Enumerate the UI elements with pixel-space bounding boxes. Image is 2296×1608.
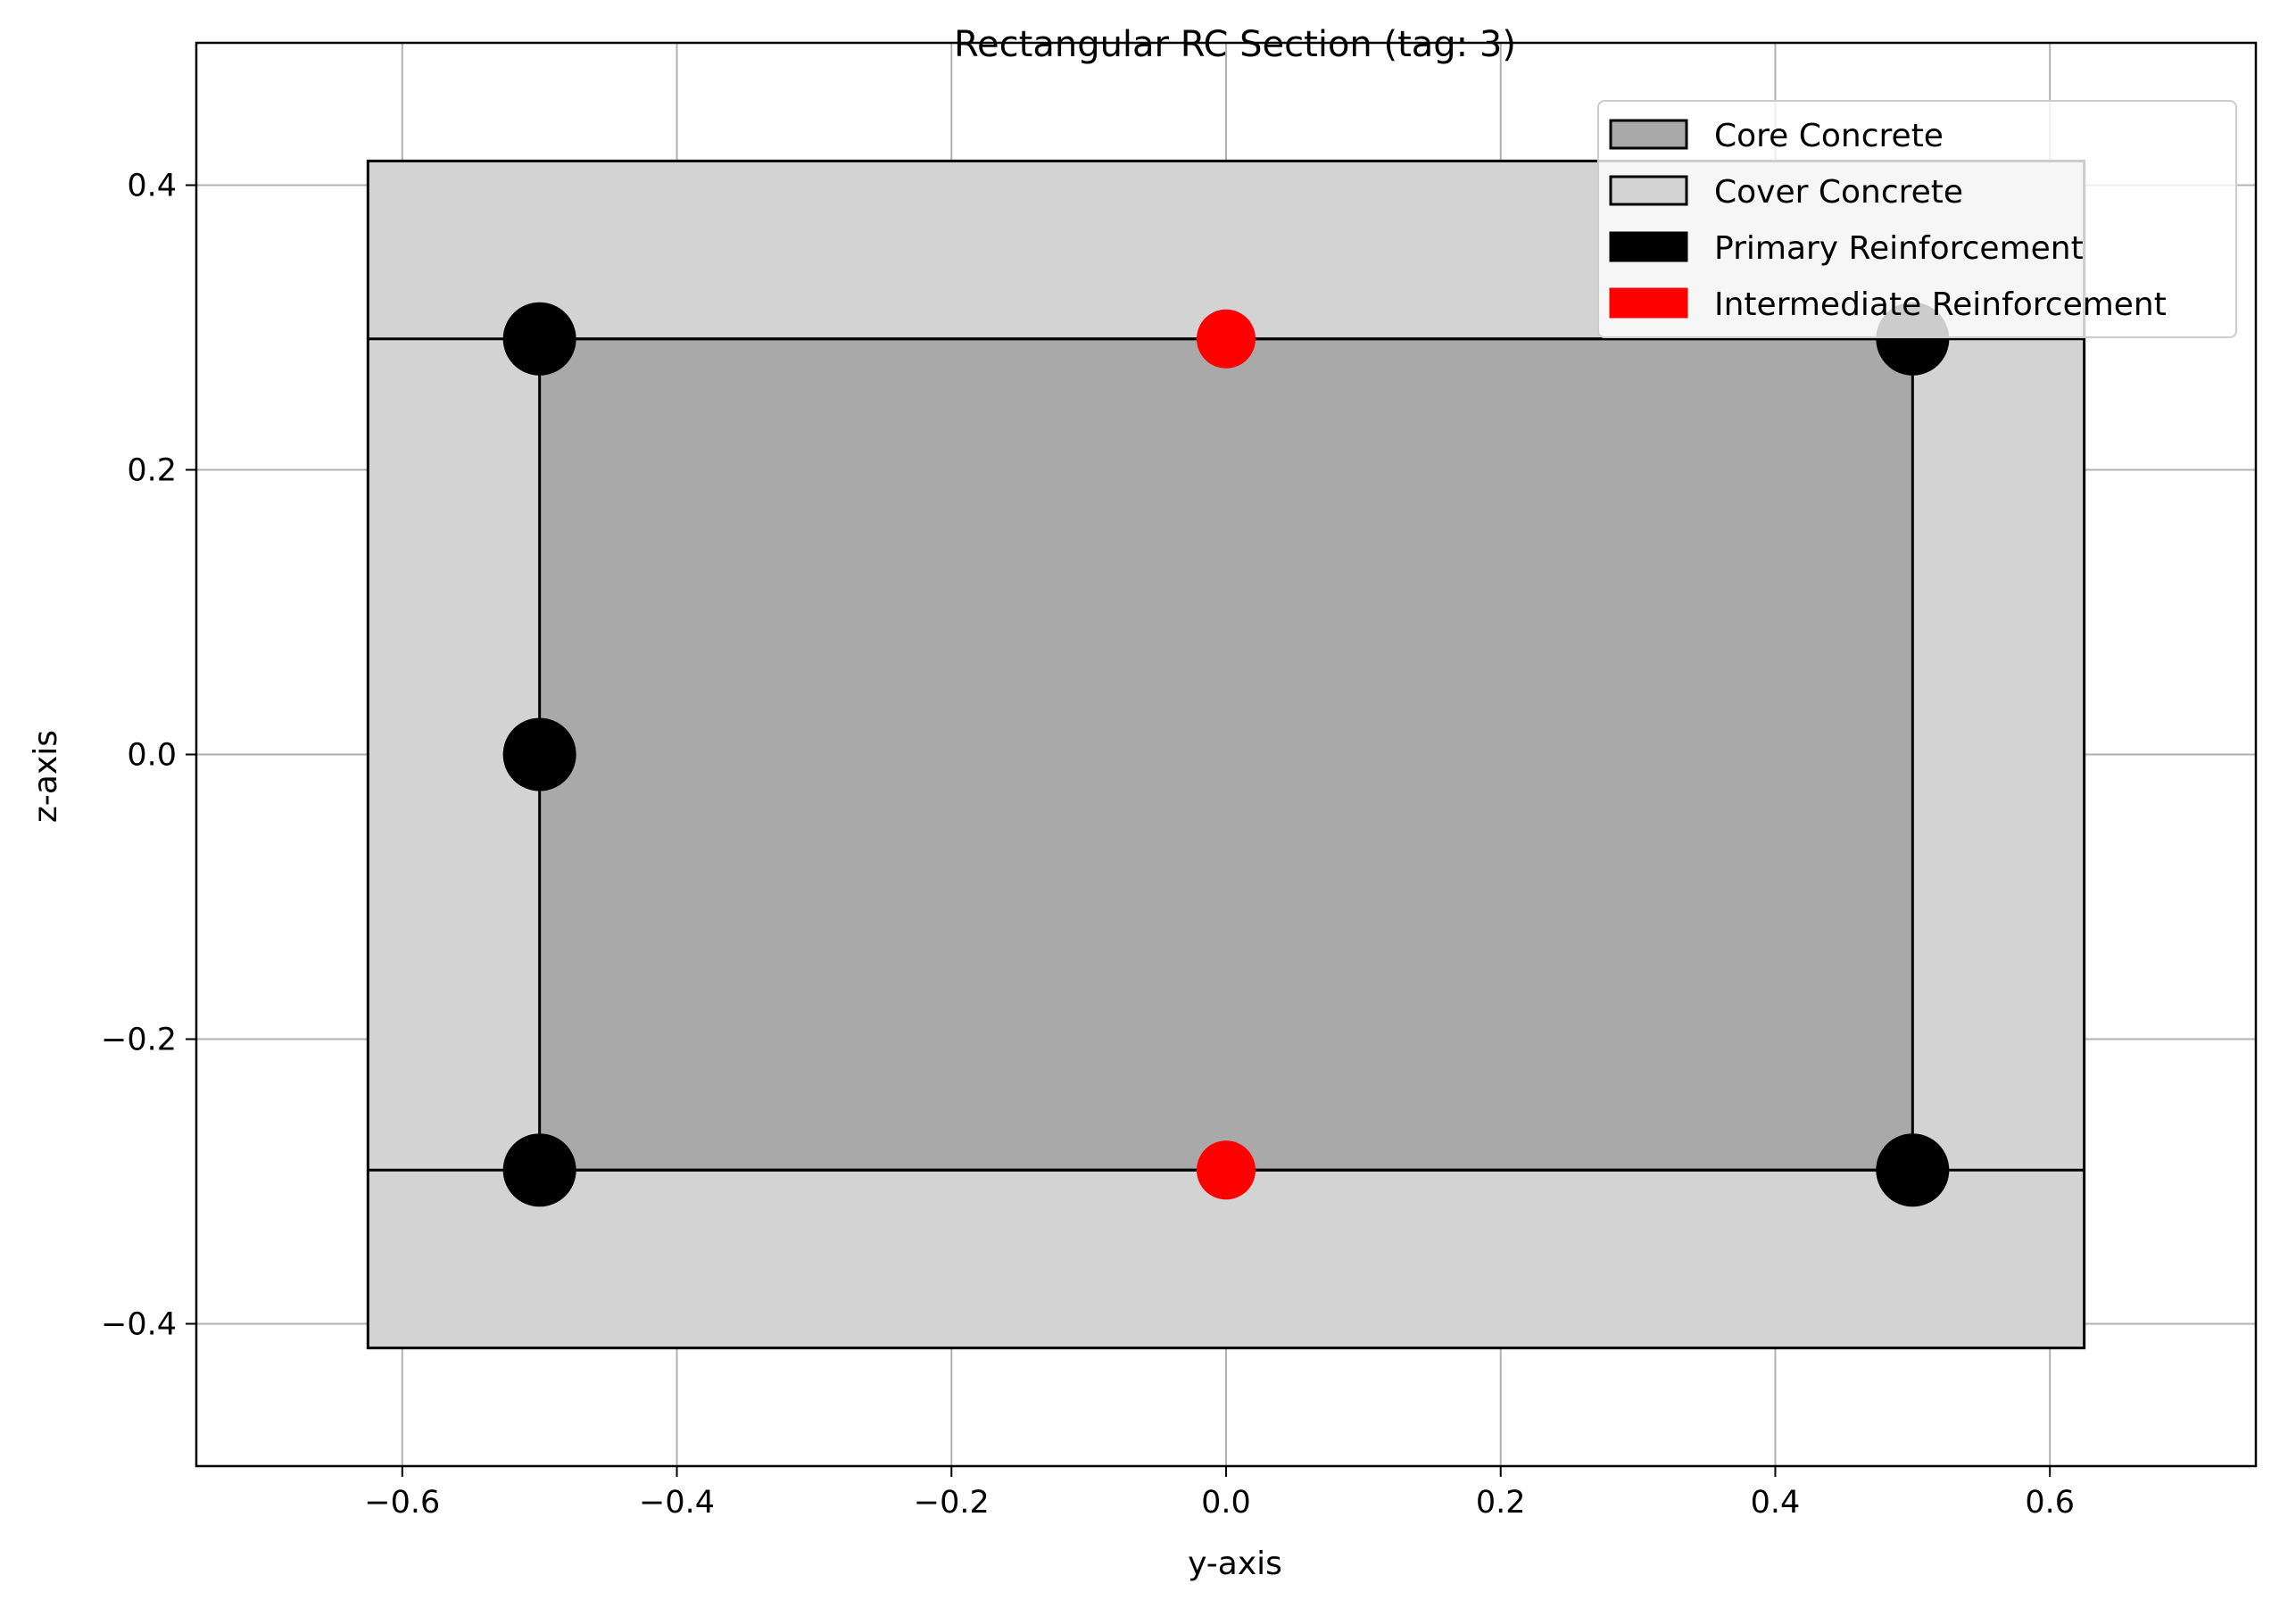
legend-box: [1597, 100, 2237, 338]
x-tick-label: 0.2: [1476, 1485, 1526, 1521]
y-tick-label: 0.4: [127, 169, 177, 204]
primary-reinforcement-bar: [502, 1133, 576, 1207]
primary-reinforcement-bar: [502, 302, 576, 376]
y-axis-label: z-axis: [28, 730, 64, 823]
core-concrete-region: [538, 337, 1914, 1172]
y-tick-label: 0.2: [127, 453, 177, 489]
y-tick-label: 0.0: [127, 738, 177, 774]
rebar-markers: [502, 302, 1950, 1207]
x-tick-label: 0.0: [1201, 1485, 1251, 1521]
primary-reinforcement-bar: [502, 717, 576, 792]
x-axis-label: y-axis: [1188, 1546, 1282, 1582]
legend: Core Concrete Cover Concrete Primary Reinf…: [1597, 100, 2237, 338]
intermediate-reinforcement-bar: [1197, 1140, 1256, 1200]
y-tick-label: −0.4: [101, 1307, 177, 1343]
intermediate-reinforcement-bar: [1197, 309, 1256, 369]
x-tick-label: −0.4: [639, 1485, 715, 1521]
legend-swatch: [1609, 231, 1688, 262]
chart-title: Rectangular RC Section (tag: 3): [954, 24, 1516, 65]
primary-reinforcement-bar: [1876, 1133, 1950, 1207]
legend-label: Core Concrete: [1714, 118, 1944, 154]
x-tick-label: 0.6: [2025, 1485, 2075, 1521]
legend-swatch: [1609, 287, 1688, 319]
y-tick-label: −0.2: [101, 1023, 177, 1058]
y-axis-ticks: −0.4 −0.2 0.0 0.2 0.4: [101, 169, 196, 1343]
x-tick-label: 0.4: [1751, 1485, 1801, 1521]
legend-swatch: [1609, 119, 1688, 150]
legend-label: Primary Reinforcement: [1714, 230, 2084, 267]
legend-label: Intermediate Reinforcement: [1714, 286, 2167, 323]
x-axis-ticks: −0.6 −0.4 −0.2 0.0 0.2 0.4 0.6: [364, 1466, 2075, 1521]
x-tick-label: −0.2: [914, 1485, 990, 1521]
x-tick-label: −0.6: [364, 1485, 440, 1521]
legend-swatch: [1609, 175, 1688, 206]
legend-label: Cover Concrete: [1714, 174, 1963, 211]
